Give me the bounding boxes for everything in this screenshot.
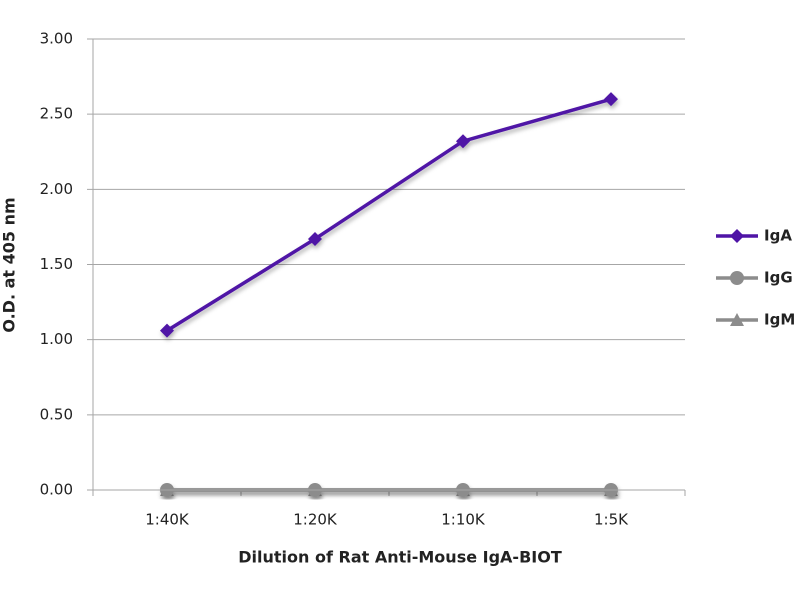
x-tick-label: 1:5K xyxy=(594,511,629,529)
legend-label: IgG xyxy=(764,269,793,287)
y-tick-label: 0.50 xyxy=(40,405,73,423)
point xyxy=(730,271,744,285)
x-tick-label: 1:10K xyxy=(441,511,486,529)
y-tick-label: 1.00 xyxy=(40,330,73,348)
y-tick-label: 0.00 xyxy=(40,481,73,499)
y-tick-label: 3.00 xyxy=(40,30,73,48)
point xyxy=(308,231,322,246)
point xyxy=(730,229,744,243)
y-tick-label: 2.50 xyxy=(40,105,73,123)
legend-label: IgM xyxy=(764,311,795,329)
x-tick-label: 1:40K xyxy=(145,511,190,529)
series xyxy=(160,92,618,338)
point xyxy=(730,313,744,326)
y-tick-label: 1.50 xyxy=(40,255,73,273)
legend-label: IgA xyxy=(764,227,792,245)
point xyxy=(160,323,174,338)
y-tick-label: 2.00 xyxy=(40,180,73,198)
x-axis-title: Dilution of Rat Anti-Mouse IgA-BIOT xyxy=(238,548,562,567)
point xyxy=(456,134,470,149)
series-line xyxy=(166,97,612,333)
point xyxy=(604,92,618,107)
y-axis-title: O.D. at 405 nm xyxy=(0,197,19,332)
x-tick-label: 1:20K xyxy=(293,511,338,529)
